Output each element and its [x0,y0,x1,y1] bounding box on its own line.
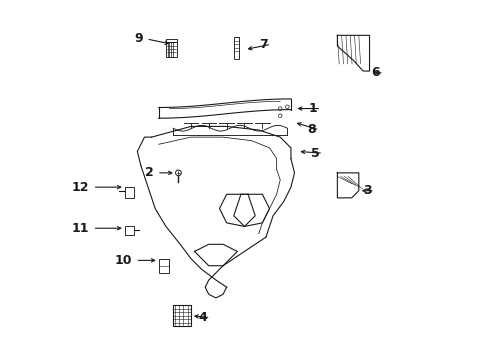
Text: 9: 9 [134,32,142,45]
Bar [165,39,176,42]
Text: 8: 8 [306,123,315,136]
Bar [159,258,169,273]
Text: 11: 11 [71,222,89,235]
Text: 3: 3 [362,184,370,197]
Text: 12: 12 [71,181,89,194]
Text: 5: 5 [310,147,319,160]
Text: 1: 1 [308,102,317,115]
Bar [165,42,176,57]
Text: 10: 10 [114,254,132,267]
Bar [124,226,134,235]
Text: 6: 6 [371,66,380,79]
Bar [233,37,239,59]
Text: 7: 7 [259,38,267,51]
Bar [124,187,134,198]
Bar [173,305,190,327]
Text: 4: 4 [198,311,206,324]
Text: 2: 2 [144,166,153,179]
